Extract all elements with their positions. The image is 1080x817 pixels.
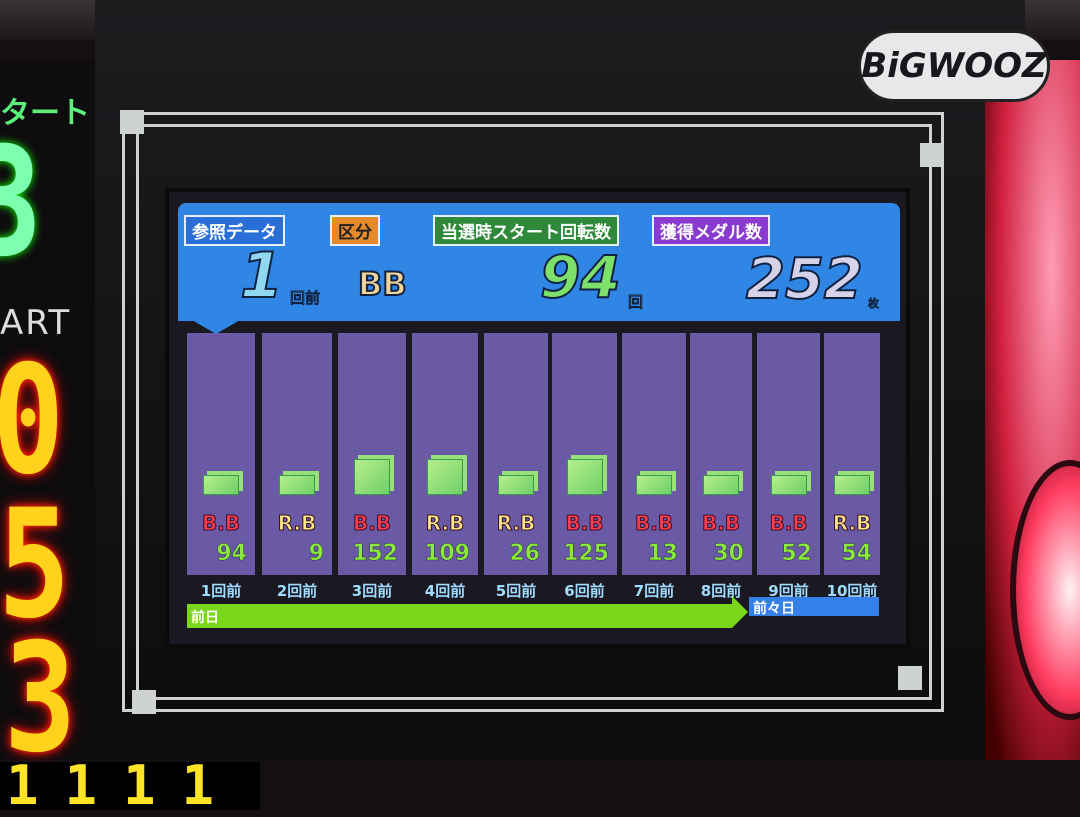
bonus-type: B.B (565, 511, 604, 536)
column-label: 2回前 (276, 582, 318, 600)
selected-pointer (192, 320, 240, 334)
start-spins-value: 94 (539, 242, 622, 312)
start-spins-unit: 回 (628, 293, 644, 312)
column-label: 6回前 (564, 582, 605, 600)
bottom-counter: 1111 (0, 759, 260, 813)
medals-label: 獲得メダル数 (652, 215, 770, 246)
column-label: 3回前 (351, 582, 393, 600)
payout-cube-bar (427, 459, 463, 495)
start-spins-value: 26 (509, 541, 540, 567)
start-spins-value: 125 (563, 541, 609, 567)
start-spins-value: 13 (647, 541, 678, 567)
column-label: 10回前 (826, 582, 878, 600)
history-column[interactable]: B.B 13 (622, 333, 686, 575)
column-label: 1回前 (200, 582, 242, 600)
frame-corner (920, 143, 944, 167)
history-column[interactable]: R.B 109 (412, 333, 478, 575)
reference-value: 1 (239, 238, 284, 313)
bonus-type: R.B (425, 511, 465, 536)
column-label: 4回前 (424, 582, 466, 600)
data-counter-left-panel (0, 60, 100, 760)
start-digit: 3 (0, 128, 42, 278)
start-spins-value: 152 (352, 541, 398, 567)
bonus-type: B.B (352, 511, 392, 536)
bonus-type: R.B (496, 511, 536, 536)
frame-corner (898, 666, 922, 690)
start-spins-value: 30 (713, 541, 744, 567)
payout-cube-bar (834, 475, 870, 495)
type-label: 区分 (330, 215, 380, 246)
bonus-type: B.B (769, 511, 808, 536)
red-digit-3: 3 (4, 612, 77, 786)
column-label: 7回前 (633, 582, 675, 600)
bonus-type: B.B (201, 511, 241, 536)
reference-unit: 回前 (290, 289, 321, 308)
payout-cube-bar (770, 475, 807, 495)
brand-logo: BiGWOOZ (858, 30, 1050, 102)
history-column[interactable]: B.B 94 (187, 333, 255, 575)
payout-cube-bar (203, 475, 239, 495)
medals-unit: 枚 (868, 297, 880, 311)
medals-value: 252 (745, 246, 864, 313)
type-value: BB (357, 264, 408, 304)
start-label: タート (0, 96, 90, 131)
payout-cube-bar (636, 475, 672, 495)
start-spins-value: 109 (424, 541, 470, 567)
start-spins-value: 9 (308, 541, 324, 567)
selected-data-header: 参照データ 区分 当選時スタート回転数 獲得メダル数 1 回前 BB 94 回 … (178, 203, 900, 321)
history-column[interactable]: B.B 152 (338, 333, 406, 575)
start-spins-value: 94 (216, 541, 247, 567)
bonus-type: B.B (701, 511, 741, 536)
frame-outer (122, 112, 944, 712)
history-column[interactable]: B.B 125 (552, 333, 617, 575)
history-column[interactable]: R.B 26 (484, 333, 548, 575)
column-label: 5回前 (495, 582, 537, 600)
payout-cube-bar (279, 475, 315, 495)
bonus-type: R.B (277, 511, 317, 536)
start-spins-value: 52 (781, 541, 812, 567)
previous-day-bar: 前日 (187, 604, 732, 628)
frame-inner (136, 124, 932, 700)
day-before-bar: 前々日 (749, 597, 879, 617)
column-label: 8回前 (700, 582, 742, 600)
previous-day-arrow (732, 596, 748, 628)
history-column[interactable]: B.B 52 (757, 333, 820, 575)
history-column[interactable]: B.B 30 (690, 333, 752, 575)
red-digit-1: 0 (0, 346, 64, 496)
start-spins-label: 当選時スタート回転数 (433, 215, 619, 246)
bonus-type: R.B (832, 511, 872, 536)
history-column[interactable]: R.B 54 (824, 333, 880, 575)
column-label: 9回前 (768, 582, 809, 600)
start-spins-value: 54 (841, 541, 872, 567)
payout-cube-bar (566, 459, 603, 495)
frame-corner (120, 110, 144, 134)
payout-cube-bar (354, 459, 390, 495)
payout-cube-bar (703, 475, 739, 495)
bonus-type: B.B (634, 511, 674, 536)
payout-cube-bar (498, 475, 534, 495)
frame-corner (132, 690, 156, 714)
start-label-en: ART (0, 303, 72, 343)
reference-label: 参照データ (184, 215, 285, 246)
red-digit-2: 5 (0, 478, 71, 652)
history-column[interactable]: R.B 9 (262, 333, 332, 575)
